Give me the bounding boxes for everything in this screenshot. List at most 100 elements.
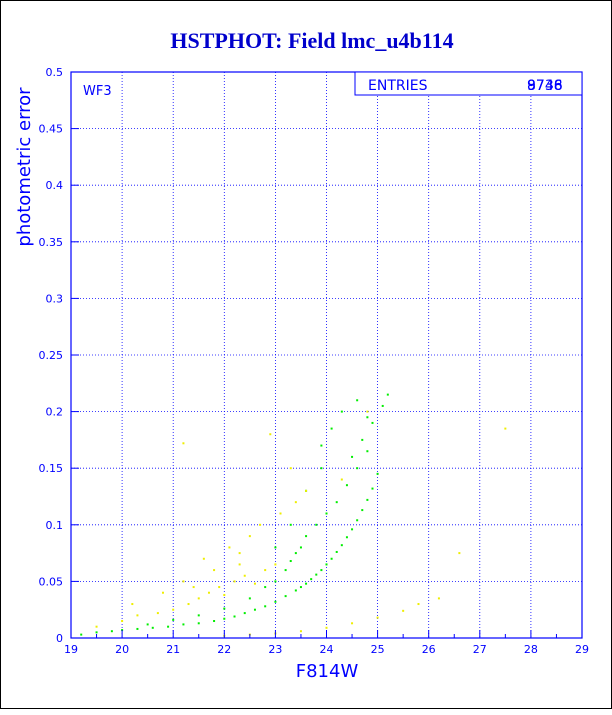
yellow-data-point	[243, 574, 246, 577]
yellow-data-point	[218, 586, 221, 589]
stats-box	[354, 71, 583, 96]
stats-value-1: 8746	[527, 78, 563, 94]
yellow-data-point	[187, 603, 190, 606]
x-tick-label: 20	[115, 643, 129, 656]
stats-value-2: 9738	[527, 78, 563, 94]
x-axis-ticks: 19 20 21 22 23 24 25 26 27 28 29	[64, 630, 589, 656]
green-data-point	[233, 615, 236, 618]
yellow-data-point	[376, 616, 379, 619]
green-data-point	[325, 512, 328, 515]
green-data-point	[167, 625, 170, 628]
green-data-point	[320, 444, 323, 447]
yellow-data-point	[402, 609, 405, 612]
green-data-point	[264, 586, 267, 589]
green-data-point	[274, 546, 277, 549]
yellow-data-point	[458, 552, 461, 555]
x-tick-label: 25	[371, 643, 385, 656]
y-tick-label: 0.4	[46, 179, 64, 192]
green-data-point	[213, 620, 216, 623]
yellow-data-point	[253, 582, 256, 585]
green-data-point	[310, 578, 313, 581]
panel-label: WF3	[83, 84, 112, 99]
green-data-point	[356, 467, 359, 470]
green-data-point	[299, 546, 302, 549]
green-data-point	[366, 450, 369, 453]
yellow-data-point	[504, 427, 507, 430]
series-yellow-points	[95, 410, 507, 637]
chart-title: HSTPHOT: Field lmc_u4b114	[170, 28, 453, 53]
green-data-point	[361, 509, 364, 512]
y-tick-label: 0	[56, 632, 63, 645]
yellow-data-point	[182, 580, 185, 583]
yellow-data-point	[294, 501, 297, 504]
green-data-point	[172, 618, 175, 621]
x-tick-label: 23	[268, 643, 282, 656]
green-data-point	[223, 617, 226, 620]
yellow-data-point	[299, 630, 302, 633]
green-data-point	[305, 582, 308, 585]
green-data-point	[381, 404, 384, 407]
yellow-data-point	[223, 593, 226, 596]
green-data-point	[320, 569, 323, 572]
yellow-data-point	[202, 557, 205, 560]
yellow-data-point	[131, 603, 134, 606]
y-tick-label: 0.15	[39, 462, 64, 475]
grid-lines	[71, 72, 582, 638]
green-data-point	[284, 569, 287, 572]
x-tick-label: 28	[524, 643, 538, 656]
green-data-point	[299, 586, 302, 589]
green-data-point	[315, 573, 318, 576]
green-data-point	[371, 421, 374, 424]
green-data-point	[315, 523, 318, 526]
green-data-point	[340, 544, 343, 547]
yellow-data-point	[248, 535, 251, 538]
green-data-point	[335, 550, 338, 553]
green-data-point	[253, 608, 256, 611]
green-data-point	[223, 607, 226, 610]
green-data-point	[330, 557, 333, 560]
green-data-point	[80, 633, 83, 636]
green-data-point	[376, 472, 379, 475]
yellow-data-point	[351, 622, 354, 625]
green-data-point	[197, 622, 200, 625]
yellow-data-point	[366, 410, 369, 413]
yellow-data-point	[207, 591, 210, 594]
yellow-data-point	[274, 563, 277, 566]
yellow-data-point	[197, 597, 200, 600]
green-data-point	[248, 597, 251, 600]
green-data-point	[182, 623, 185, 626]
green-data-point	[294, 589, 297, 592]
green-data-point	[289, 560, 292, 563]
x-axis-label: F814W	[296, 661, 359, 682]
x-tick-label: 22	[217, 643, 231, 656]
yellow-data-point	[325, 626, 328, 629]
green-data-point	[197, 614, 200, 617]
yellow-data-point	[228, 546, 231, 549]
green-data-point	[95, 631, 98, 634]
y-tick-label: 0.35	[39, 236, 64, 249]
green-data-point	[351, 528, 354, 531]
green-data-point	[361, 438, 364, 441]
stats-label: ENTRIES	[368, 78, 428, 94]
green-data-point	[356, 399, 359, 402]
green-data-point	[325, 563, 328, 566]
y-tick-label: 0.45	[39, 123, 64, 136]
yellow-data-point	[213, 569, 216, 572]
y-tick-label: 0.1	[46, 519, 64, 532]
y-tick-label: 0.2	[46, 406, 64, 419]
x-tick-label: 19	[64, 643, 78, 656]
green-data-point	[264, 605, 267, 608]
yellow-data-point	[269, 433, 272, 436]
yellow-data-point	[95, 625, 98, 628]
yellow-data-point	[161, 591, 164, 594]
x-tick-label: 29	[575, 643, 589, 656]
green-data-point	[274, 600, 277, 603]
green-data-point	[386, 393, 389, 396]
y-tick-label: 0.05	[39, 575, 64, 588]
yellow-data-point	[289, 467, 292, 470]
green-data-point	[151, 626, 154, 629]
y-tick-label: 0.25	[39, 349, 64, 362]
yellow-data-point	[156, 612, 159, 615]
green-data-point	[371, 487, 374, 490]
